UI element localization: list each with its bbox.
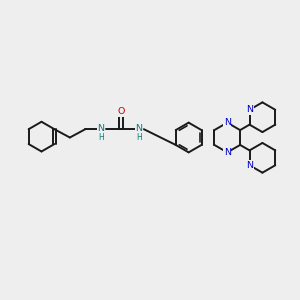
Text: N: N <box>224 148 231 157</box>
Text: N: N <box>224 118 231 127</box>
Text: H: H <box>98 133 103 142</box>
Text: N: N <box>135 124 142 133</box>
Text: O: O <box>117 107 124 116</box>
Text: H: H <box>136 133 142 142</box>
Text: N: N <box>246 105 253 114</box>
Text: N: N <box>97 124 104 133</box>
Text: N: N <box>246 161 253 170</box>
